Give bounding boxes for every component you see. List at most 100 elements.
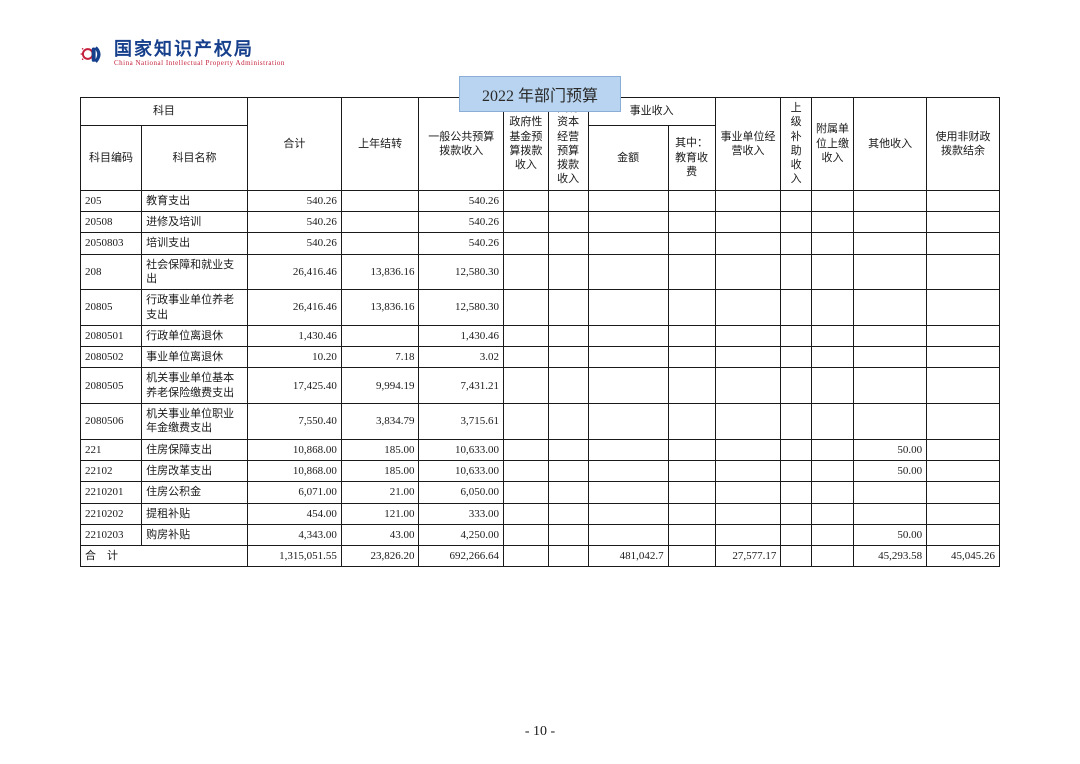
cell-jy [668,460,715,481]
cell-code: 2080505 [81,368,142,404]
cell-sy [927,254,1000,290]
cell-fs [811,233,853,254]
table-body: 205教育支出540.26540.2620508进修及培训540.26540.2… [81,190,1000,567]
cell-qt [854,233,927,254]
cell-qt [854,347,927,368]
cell-name: 住房公积金 [142,482,248,503]
cell-qt [854,325,927,346]
cell-sj [781,212,812,233]
cell-qt: 50.00 [854,460,927,481]
cell-sn: 121.00 [341,503,419,524]
cell-yb: 540.26 [419,212,504,233]
cell-name: 进修及培训 [142,212,248,233]
cell-zf [504,503,549,524]
cell-je [588,290,668,326]
cell-je [588,503,668,524]
cell-name: 社会保障和就业支出 [142,254,248,290]
cell-sn: 3,834.79 [341,404,419,440]
cell-zf [504,290,549,326]
table-row: 221住房保障支出10,868.00185.0010,633.0050.00 [81,439,1000,460]
cell-gy [548,439,588,460]
cell-sd [715,439,781,460]
cell-fs [811,190,853,211]
cell-yb: 12,580.30 [419,254,504,290]
cell-sn [341,212,419,233]
cell-code: 221 [81,439,142,460]
cell-sd [715,190,781,211]
cell-yb: 3,715.61 [419,404,504,440]
cell-fs [811,546,853,567]
cell-sn [341,233,419,254]
cell-name: 行政单位离退休 [142,325,248,346]
cell-je [588,368,668,404]
cell-zf [504,233,549,254]
table-row: 20508进修及培训540.26540.26 [81,212,1000,233]
cell-sy: 45,045.26 [927,546,1000,567]
cell-heji: 540.26 [247,212,341,233]
cell-fs [811,290,853,326]
logo-text: 国家知识产权局 China National Intellectual Prop… [114,40,285,67]
cell-je [588,524,668,545]
cell-sd [715,460,781,481]
table-row: 20805行政事业单位养老支出26,416.4613,836.1612,580.… [81,290,1000,326]
cell-zf [504,404,549,440]
cell-code: 2080501 [81,325,142,346]
cell-code: 205 [81,190,142,211]
cell-sn: 185.00 [341,439,419,460]
cell-qt: 45,293.58 [854,546,927,567]
cell-name: 培训支出 [142,233,248,254]
cell-sn: 23,826.20 [341,546,419,567]
cell-gy [548,460,588,481]
table-row: 2210201住房公积金6,071.0021.006,050.00 [81,482,1000,503]
cell-sd: 27,577.17 [715,546,781,567]
cell-zf [504,325,549,346]
cell-sd [715,347,781,368]
cell-gy [548,190,588,211]
cell-gy [548,212,588,233]
cell-sd [715,368,781,404]
cell-heji: 4,343.00 [247,524,341,545]
cell-gy [548,524,588,545]
th-shangnian: 上年结转 [341,98,419,191]
table-row: 22102住房改革支出10,868.00185.0010,633.0050.00 [81,460,1000,481]
cell-sj [781,546,812,567]
table-row: 2210202提租补贴454.00121.00333.00 [81,503,1000,524]
table-row: 2080502事业单位离退休10.207.183.02 [81,347,1000,368]
logo-text-en: China National Intellectual Property Adm… [114,60,285,67]
cell-heji: 6,071.00 [247,482,341,503]
cell-fs [811,347,853,368]
cell-heji: 540.26 [247,190,341,211]
cell-jy [668,546,715,567]
cell-zf [504,460,549,481]
cell-gy [548,233,588,254]
cell-sj [781,439,812,460]
cell-fs [811,482,853,503]
th-shiyong: 使用非财政拨款结余 [927,98,1000,191]
cell-sy [927,347,1000,368]
cell-fs [811,254,853,290]
th-jine: 金额 [588,125,668,190]
cell-sy [927,404,1000,440]
cell-sy [927,190,1000,211]
cell-je [588,439,668,460]
cell-code: 2080502 [81,347,142,368]
cell-sn [341,325,419,346]
cell-sn: 185.00 [341,460,419,481]
cell-yb: 1,430.46 [419,325,504,346]
cell-fs [811,503,853,524]
cell-zf [504,524,549,545]
cell-name: 购房补贴 [142,524,248,545]
cell-je [588,212,668,233]
cell-sy [927,503,1000,524]
cell-gy [548,368,588,404]
th-qita: 其他收入 [854,98,927,191]
cell-je [588,254,668,290]
cell-sj [781,190,812,211]
cell-qt [854,290,927,326]
cell-heji: 10.20 [247,347,341,368]
cell-gy [548,290,588,326]
cell-yb: 7,431.21 [419,368,504,404]
th-kemu-bianma: 科目编码 [81,125,142,190]
cell-jy [668,524,715,545]
cell-yb: 4,250.00 [419,524,504,545]
